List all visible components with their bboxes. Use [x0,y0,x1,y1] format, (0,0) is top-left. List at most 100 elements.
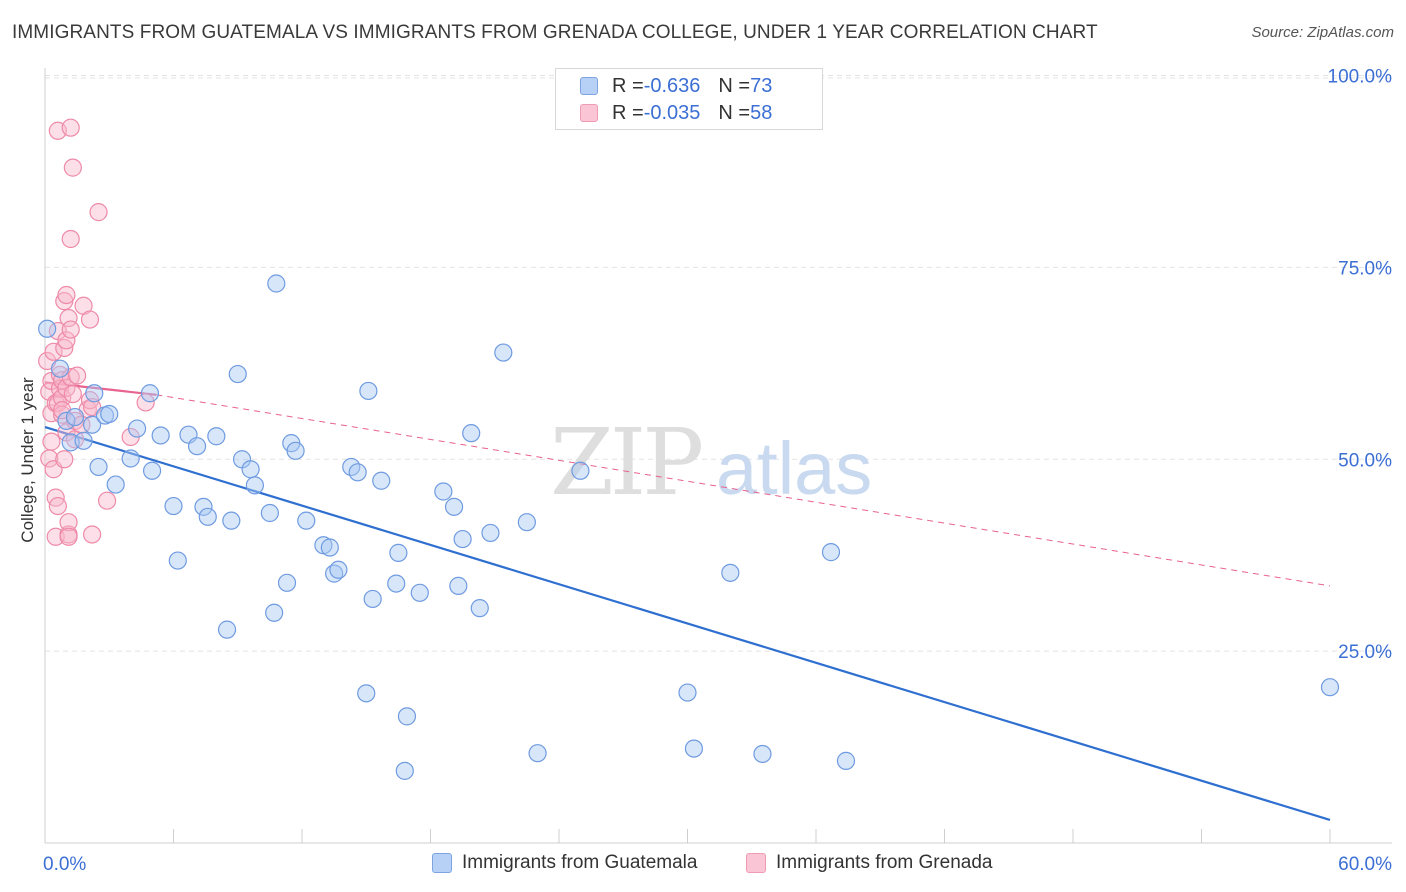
guatemala-point [74,431,93,450]
grenada-point [44,342,63,361]
guatemala-point [434,482,453,501]
guatemala-point [277,573,297,592]
guatemala-point [387,574,406,593]
grenada-point [57,331,76,350]
guatemala-point [320,538,339,557]
legend-r-value: -0.636 [643,74,701,97]
legend-row-grenada: R = -0.035 N = 58 [580,100,772,126]
guatemala-point [106,475,125,494]
legend-n-value: 73 [750,74,773,97]
guatemala-point [821,543,841,562]
guatemala-point [395,761,414,780]
guatemala-point [517,513,536,532]
stats-legend: R = -0.636 N = 73 R = -0.035 N = 58 [555,68,823,130]
bottom-legend-grenada: Immigrants from Grenada [746,852,992,874]
y-tick-label: 75.0% [1338,258,1392,279]
axes [44,68,1392,844]
guatemala-point [50,359,70,378]
bottom-legend-swatch-grenada [746,853,766,873]
legend-n-label: N = [718,74,751,97]
guatemala-point [528,744,547,763]
guatemala-point [684,739,704,758]
grenada-point [98,491,117,510]
chart-title: IMMIGRANTS FROM GUATEMALA VS IMMIGRANTS … [12,22,1098,43]
grenada-trend-line [44,381,157,396]
guatemala-point [265,603,284,622]
grenada-point [55,450,74,469]
guatemala-point [462,424,481,443]
grenada-point [61,320,80,339]
guatemala-point [329,560,348,579]
grenada-point [136,393,155,412]
grenada-point [59,527,78,546]
grenada-points [38,118,155,546]
guatemala-point [194,497,213,516]
grenada-trend-extension [156,394,1331,587]
grenada-point [59,308,78,328]
guatemala-point [198,507,217,526]
legend-r-value: -0.035 [643,101,701,124]
guatemala-point [260,503,279,523]
grenada-point [80,310,100,329]
grenada-point [83,525,102,544]
guatemala-point [187,437,207,456]
guatemala-point [57,411,76,430]
legend-n-value: 58 [750,101,773,124]
guatemala-point [83,415,102,434]
guatemala-point [470,599,489,618]
guatemala-point [389,543,408,562]
grenada-point [57,285,76,305]
y-tick-label: 100.0% [1328,67,1393,88]
guatemala-point [207,427,226,446]
guatemala-point [241,460,260,479]
guatemala-point [397,707,417,726]
grid-lines [45,75,1392,652]
watermark-zip: ZIP [550,409,701,516]
grenada-point [63,384,82,404]
legend-swatch-grenada [580,104,598,122]
grenada-point [83,397,102,417]
guatemala-point [100,404,119,424]
guatemala-point [217,620,237,639]
bottom-legend-swatch-guatemala [432,853,452,873]
watermark: ZIP atlas [550,409,872,516]
guatemala-point [245,476,264,495]
watermark-atlas: atlas [716,427,872,510]
guatemala-point [65,407,85,427]
legend-swatch-guatemala [580,77,598,95]
guatemala-point [127,419,147,438]
guatemala-point [168,551,187,570]
grenada-point [68,366,87,385]
guatemala-point [164,496,183,516]
x-tick-label: 60.0% [1338,854,1392,875]
guatemala-point [571,461,590,480]
source-label: Source: ZipAtlas.com [1251,24,1394,41]
guatemala-point [753,744,772,764]
y-tick-label: 25.0% [1338,642,1392,663]
guatemala-point [363,589,382,609]
bottom-legend-label: Immigrants from Grenada [776,852,993,873]
y-axis-title: College, Under 1 year [18,377,37,543]
guatemala-point [140,384,160,403]
bottom-legend-label: Immigrants from Guatemala [462,852,698,873]
guatemala-point [348,463,367,482]
guatemala-point [494,343,513,362]
guatemala-point [121,449,140,468]
bottom-legend-guatemala: Immigrants from Guatemala [432,852,697,874]
guatemala-point [267,274,286,293]
grenada-point [61,118,80,137]
axis-labels: 25.0% 50.0% 75.0% 100.0% 0.0% 60.0% College, U… [18,67,1392,875]
grenada-point [61,229,80,249]
guatemala-point [481,523,500,543]
y-tick-label: 50.0% [1338,450,1392,471]
guatemala-point [286,441,305,460]
grenada-point [59,513,78,532]
guatemala-point [357,684,376,703]
guatemala-point [359,381,378,401]
guatemala-point [142,461,162,480]
grenada-point [89,203,108,222]
guatemala-point [836,751,856,770]
guatemala-point [372,471,391,490]
grenada-point [48,496,67,516]
